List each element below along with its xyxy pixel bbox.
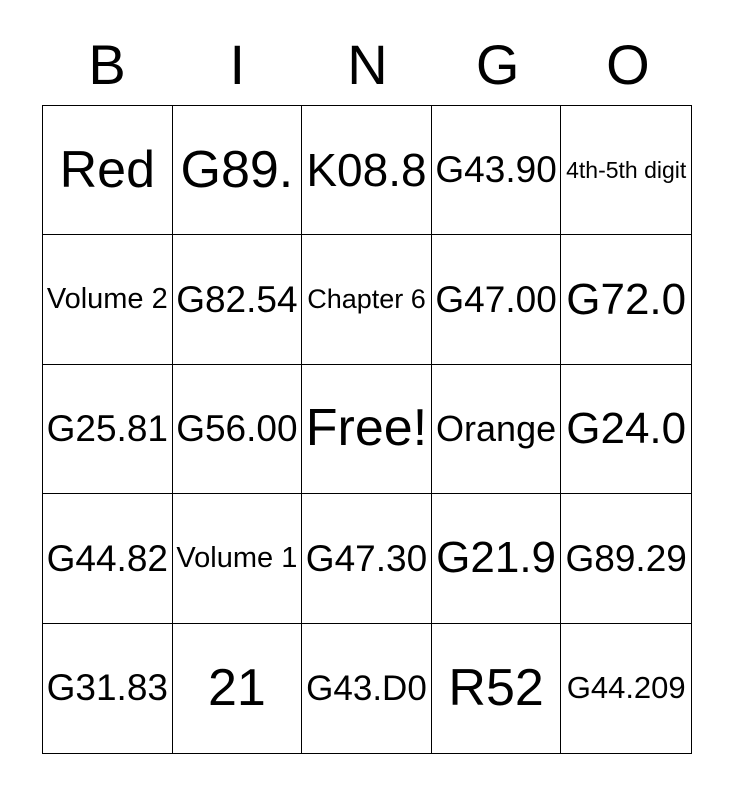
bingo-cell-label: G44.209	[566, 670, 686, 705]
bingo-cell-r5c5[interactable]: G44.209	[561, 623, 691, 753]
bingo-title: B I N G O	[42, 32, 693, 98]
bingo-cell-r2c2[interactable]: G82.54	[172, 235, 303, 365]
bingo-cell-label: G89.	[180, 140, 294, 199]
bingo-cell-r4c3[interactable]: G47.30	[302, 494, 432, 624]
bingo-cell-r4c5[interactable]: G89.29	[561, 494, 691, 624]
bingo-cell-label: G72.0	[566, 274, 687, 324]
bingo-letter-o: O	[606, 33, 650, 96]
bingo-cell-r1c1[interactable]: Red	[43, 106, 173, 236]
bingo-cell-r2c1[interactable]: Volume 2	[43, 235, 173, 365]
bingo-cell-r1c4[interactable]: G43.90	[431, 106, 562, 236]
bingo-cell-r4c4[interactable]: G21.9	[431, 494, 562, 624]
bingo-cell-r5c4[interactable]: R52	[431, 623, 562, 753]
bingo-cell-label: Orange	[436, 407, 557, 449]
bingo-cell-r5c1[interactable]: G31.83	[43, 623, 173, 753]
bingo-letter-b: B	[88, 33, 126, 96]
bingo-cell-r2c3[interactable]: Chapter 6	[302, 235, 432, 365]
free-space-cell[interactable]: Free!	[302, 364, 432, 495]
bingo-cell-label: G47.00	[435, 278, 557, 320]
bingo-cell-r4c1[interactable]: G44.82	[43, 494, 173, 624]
bingo-cell-r2c5[interactable]: G72.0	[561, 235, 691, 365]
bingo-cell-label: Red	[59, 140, 155, 199]
bingo-cell-r3c1[interactable]: G25.81	[43, 364, 173, 495]
bingo-cell-label: G25.81	[46, 408, 168, 450]
bingo-letter-i: I	[229, 33, 246, 96]
bingo-cell-r1c2[interactable]: G89.	[172, 106, 303, 236]
bingo-cell-label: R52	[448, 658, 544, 717]
bingo-cell-label: G89.29	[565, 537, 687, 579]
bingo-cell-label: G24.0	[566, 404, 687, 454]
bingo-cell-label: G31.83	[46, 667, 168, 709]
bingo-cell-label: G82.54	[176, 278, 298, 320]
bingo-cell-label: Volume 2	[46, 283, 168, 316]
bingo-cell-label: 4th-5th digit	[566, 156, 687, 183]
bingo-cell-r5c3[interactable]: G43.D0	[302, 623, 432, 753]
bingo-cell-label: G43.D0	[306, 668, 427, 708]
bingo-cell-r2c4[interactable]: G47.00	[431, 235, 562, 365]
bingo-cell-r3c2[interactable]: G56.00	[172, 364, 303, 495]
bingo-cell-label: G21.9	[436, 533, 557, 583]
bingo-cell-r5c2[interactable]: 21	[172, 623, 303, 753]
bingo-cell-r3c5[interactable]: G24.0	[561, 364, 691, 495]
bingo-cell-label: Volume 1	[176, 542, 298, 575]
bingo-cell-r3c4[interactable]: Orange	[431, 364, 562, 495]
bingo-letter-g: G	[475, 33, 520, 96]
bingo-cell-label: Free!	[305, 399, 428, 458]
bingo-cell-label: 21	[207, 658, 266, 717]
bingo-cell-label: G47.30	[305, 537, 428, 579]
bingo-cell-r1c5[interactable]: 4th-5th digit	[561, 106, 691, 236]
bingo-cell-r4c2[interactable]: Volume 1	[172, 494, 303, 624]
bingo-cell-r1c3[interactable]: K08.8	[302, 106, 432, 236]
bingo-cell-label: Chapter 6	[307, 283, 426, 314]
bingo-letter-n: N	[347, 33, 388, 96]
bingo-cell-label: G56.00	[176, 408, 298, 450]
bingo-cell-label: G43.90	[435, 149, 557, 191]
bingo-cell-label: G44.82	[46, 537, 168, 579]
bingo-cell-label: K08.8	[306, 144, 427, 197]
